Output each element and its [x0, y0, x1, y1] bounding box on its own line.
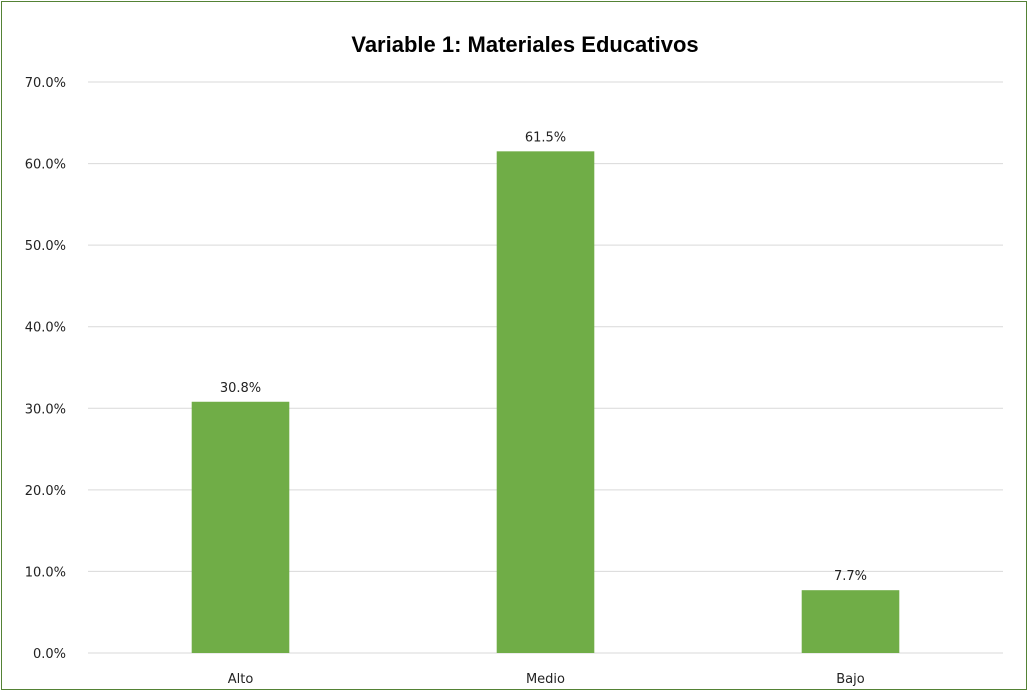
x-axis-category-labels: Alto Medio Bajo	[228, 672, 865, 687]
y-axis-tick-labels: 0.0% 10.0% 20.0% 30.0% 40.0% 50.0% 60.0% 70.0%	[25, 76, 66, 662]
y-tick-label: 30.0%	[25, 402, 66, 417]
bars	[191, 151, 900, 654]
y-tick-label: 40.0%	[25, 321, 66, 336]
chart-title: Variable 1: Materiales Educativos	[351, 32, 698, 57]
y-tick-label: 20.0%	[25, 484, 66, 499]
bar-bajo	[801, 590, 900, 653]
category-label-bajo: Bajo	[836, 672, 864, 687]
data-label-medio: 61.5%	[525, 130, 566, 145]
y-tick-label: 0.0%	[33, 647, 66, 662]
y-tick-label: 10.0%	[25, 565, 66, 580]
y-tick-label: 60.0%	[25, 158, 66, 173]
data-label-alto: 30.8%	[220, 381, 261, 396]
category-label-medio: Medio	[526, 672, 565, 687]
category-label-alto: Alto	[228, 672, 254, 687]
y-tick-label: 70.0%	[25, 76, 66, 91]
bar-alto	[191, 401, 290, 653]
y-tick-label: 50.0%	[25, 239, 66, 254]
data-label-bajo: 7.7%	[834, 569, 867, 584]
data-labels: 30.8% 61.5% 7.7%	[220, 130, 867, 584]
bar-medio	[496, 151, 595, 654]
